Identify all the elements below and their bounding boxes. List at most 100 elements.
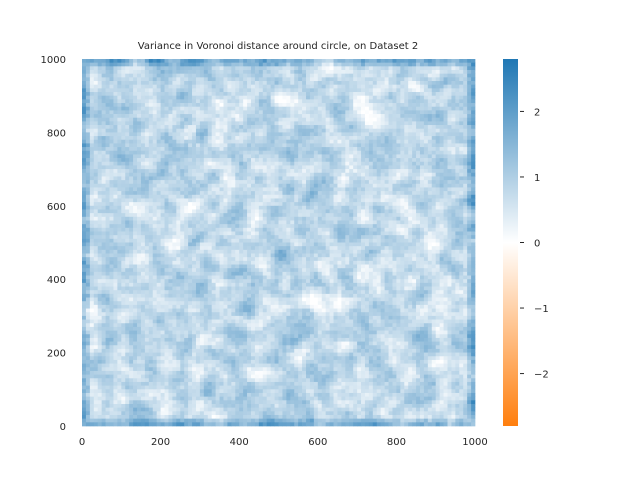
heatmap-cell bbox=[262, 103, 268, 108]
heatmap-cell bbox=[85, 114, 91, 119]
heatmap-cell bbox=[443, 169, 448, 174]
heatmap-cell bbox=[427, 154, 433, 159]
heatmap-cell bbox=[439, 191, 444, 196]
heatmap-cell bbox=[195, 114, 201, 119]
heatmap-cell bbox=[133, 99, 138, 104]
heatmap-cell bbox=[321, 81, 327, 86]
heatmap-cell bbox=[349, 121, 354, 126]
heatmap-cell bbox=[435, 121, 440, 126]
heatmap-cell bbox=[101, 194, 106, 199]
heatmap-cell bbox=[243, 70, 248, 75]
heatmap-cell bbox=[172, 128, 177, 133]
heatmap-cell bbox=[192, 92, 197, 97]
heatmap-cell bbox=[278, 194, 283, 199]
heatmap-cell bbox=[349, 143, 354, 148]
heatmap-cell bbox=[109, 202, 114, 207]
heatmap-cell bbox=[89, 198, 95, 203]
heatmap-cell bbox=[85, 187, 91, 192]
heatmap-cell bbox=[192, 88, 197, 93]
heatmap-cell bbox=[219, 180, 224, 185]
heatmap-cell bbox=[89, 238, 95, 243]
heatmap-cell bbox=[207, 95, 213, 100]
heatmap-cell bbox=[129, 231, 134, 236]
heatmap-cell bbox=[447, 88, 452, 93]
heatmap-cell bbox=[85, 154, 91, 159]
heatmap-cell bbox=[380, 194, 385, 199]
heatmap-cell bbox=[274, 198, 279, 203]
heatmap-cell bbox=[133, 81, 138, 86]
heatmap-cell bbox=[137, 187, 142, 192]
heatmap-cell bbox=[459, 128, 464, 133]
heatmap-cell bbox=[262, 194, 268, 199]
heatmap-cell bbox=[195, 139, 201, 144]
heatmap-cell bbox=[321, 216, 327, 221]
heatmap-cell bbox=[471, 84, 476, 89]
heatmap-cell bbox=[192, 180, 197, 185]
heatmap-cell bbox=[117, 92, 122, 97]
heatmap-cell bbox=[239, 154, 244, 159]
heatmap-cell bbox=[416, 103, 421, 108]
heatmap-cell bbox=[258, 220, 264, 225]
heatmap-cell bbox=[274, 125, 279, 130]
heatmap-cell bbox=[392, 73, 397, 78]
heatmap-cell bbox=[247, 121, 252, 126]
heatmap-cell bbox=[364, 88, 370, 93]
heatmap-cell bbox=[125, 70, 130, 75]
heatmap-cell bbox=[156, 62, 161, 67]
heatmap-cell bbox=[309, 66, 315, 71]
heatmap-cell bbox=[282, 191, 287, 196]
heatmap-cell bbox=[317, 187, 323, 192]
heatmap-cell bbox=[168, 161, 173, 166]
heatmap-cell bbox=[357, 114, 362, 119]
heatmap-cell bbox=[192, 191, 197, 196]
heatmap-cell bbox=[129, 117, 134, 122]
heatmap-cell bbox=[188, 117, 193, 122]
heatmap-cell bbox=[195, 73, 201, 78]
heatmap-cell bbox=[302, 128, 307, 133]
heatmap-cell bbox=[427, 161, 433, 166]
heatmap-cell bbox=[404, 59, 409, 64]
heatmap-cell bbox=[349, 198, 354, 203]
heatmap-cell bbox=[140, 143, 146, 148]
heatmap-cell bbox=[298, 128, 303, 133]
heatmap-cell bbox=[294, 165, 299, 170]
heatmap-cell bbox=[282, 209, 287, 214]
heatmap-cell bbox=[188, 103, 193, 108]
heatmap-cell bbox=[168, 220, 173, 225]
heatmap-cell bbox=[192, 103, 197, 108]
heatmap-cell bbox=[148, 202, 154, 207]
heatmap-cell bbox=[463, 117, 468, 122]
heatmap-cell bbox=[443, 70, 448, 75]
heatmap-cell bbox=[247, 216, 252, 221]
heatmap-cell bbox=[467, 191, 472, 196]
heatmap-cell bbox=[250, 213, 256, 218]
heatmap-cell bbox=[250, 70, 256, 75]
heatmap-cell bbox=[439, 73, 444, 78]
heatmap-cell bbox=[317, 62, 323, 67]
heatmap-cell bbox=[357, 213, 362, 218]
heatmap-cell bbox=[329, 235, 334, 240]
heatmap-cell bbox=[219, 136, 224, 141]
heatmap-cell bbox=[451, 106, 456, 111]
heatmap-cell bbox=[427, 220, 433, 225]
heatmap-cell bbox=[302, 106, 307, 111]
heatmap-cell bbox=[97, 165, 102, 170]
heatmap-cell bbox=[211, 147, 216, 152]
heatmap-cell bbox=[254, 238, 260, 243]
heatmap-cell bbox=[215, 95, 220, 100]
heatmap-cell bbox=[89, 209, 95, 214]
heatmap-cell bbox=[302, 194, 307, 199]
heatmap-cell bbox=[133, 62, 138, 67]
heatmap-cell bbox=[172, 172, 177, 177]
heatmap-cell bbox=[176, 103, 181, 108]
heatmap-cell bbox=[388, 125, 393, 130]
heatmap-cell bbox=[337, 235, 342, 240]
heatmap-cell bbox=[274, 88, 279, 93]
heatmap-cell bbox=[258, 165, 264, 170]
heatmap-cell bbox=[396, 231, 401, 236]
heatmap-cell bbox=[156, 238, 161, 243]
heatmap-cell bbox=[427, 147, 433, 152]
heatmap-cell bbox=[270, 227, 275, 232]
heatmap-cell bbox=[439, 106, 444, 111]
heatmap-cell bbox=[105, 125, 110, 130]
